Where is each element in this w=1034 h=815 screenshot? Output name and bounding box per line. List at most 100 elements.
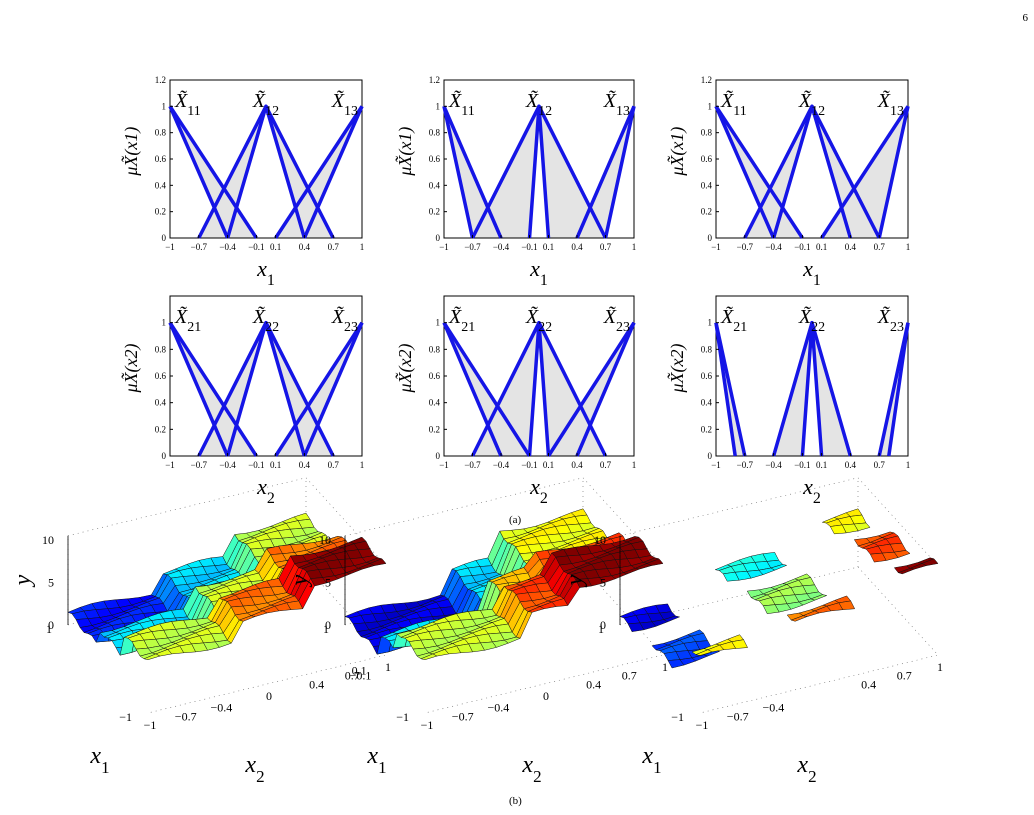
x-tick-label: −0.4: [765, 460, 782, 470]
z-axis-label: y: [562, 574, 588, 587]
x1-tick-label: −1: [396, 710, 409, 724]
set-label: X̃22: [798, 305, 825, 335]
lower-mf-line: [225, 104, 307, 239]
x2-tick-label: 1: [385, 660, 391, 674]
z-tick-label: 5: [600, 576, 606, 590]
z-axis-label: y: [10, 574, 36, 587]
upper-mf-line: [820, 105, 910, 239]
y-tick-label: 0.4: [155, 398, 167, 408]
surface-patch: [762, 604, 780, 614]
x-tick-label: 1: [906, 242, 911, 252]
x2-tick-label: −0.4: [488, 701, 510, 715]
x2-tick-label: −0.4: [211, 701, 233, 715]
x-tick-label: −0.7: [464, 242, 481, 252]
y-tick-label: 0.8: [155, 344, 167, 354]
x-tick-label: −0.7: [464, 460, 481, 470]
y-tick-label: 0.8: [429, 344, 441, 354]
mf-panel-2: −1 −0.7 −0.4 −0.1 0.1 0.4 0.7 1 0 0.2 0.4 0.6 0.8 1 1.…: [395, 75, 636, 289]
x1-tick-label: −1: [119, 710, 132, 724]
lower-mf-line: [527, 320, 551, 457]
set-label: X̃22: [525, 305, 552, 335]
x2-tick-label: 0.7: [345, 669, 360, 683]
mf-panel-1: −1 −0.7 −0.4 −0.1 0.1 0.4 0.7 1 0 0.2 0.4 0.6 0.8 1 1.…: [121, 75, 364, 289]
z-axis-label: y: [287, 574, 313, 587]
lower-mf-line: [575, 322, 636, 457]
y-tick-label: 0.8: [429, 128, 441, 138]
mf-panel-5: −1 −0.7 −0.4 −0.1 0.1 0.4 0.7 1 0 0.2 0.4 0.6 0.8 1 X̃…: [395, 295, 637, 507]
y-tick-label: 0: [708, 233, 713, 243]
surface-patch: [869, 552, 887, 563]
x1-tick-label: 1: [323, 622, 329, 636]
x-tick-label: 0.7: [328, 460, 340, 470]
x2-tick-label: −1: [144, 718, 157, 732]
x1-tick-label: −0.1: [350, 669, 372, 683]
lower-mf-line: [800, 320, 824, 457]
lower-mf-line: [714, 322, 737, 457]
x-tick-label: 0.4: [845, 242, 857, 252]
set-label: X̃13: [877, 89, 904, 119]
y-axis-label: μX̃(x1): [395, 127, 416, 177]
y-tick-label: 0.6: [429, 154, 441, 164]
y-tick-label: 0.8: [155, 128, 167, 138]
set-label: X̃23: [603, 305, 630, 335]
lower-mf-line: [225, 320, 307, 457]
mf-panel-3: −1 −0.7 −0.4 −0.1 0.1 0.4 0.7 1 0 0.2 0.4 0.6 0.8 1 1.…: [667, 75, 910, 289]
x1-tick-label: 1: [46, 622, 52, 636]
set-label: X̃12: [798, 89, 825, 119]
x2-tick-label: 0.4: [861, 677, 876, 691]
y-tick-label: 0.6: [701, 371, 713, 381]
lower-mf-line: [887, 322, 910, 457]
x-tick-label: 0.1: [543, 460, 554, 470]
x-axis-label: x1: [802, 256, 821, 289]
x-tick-label: 0.1: [543, 242, 554, 252]
y-tick-label: 0.2: [429, 207, 440, 217]
set-label: X̃12: [252, 89, 279, 119]
y-axis-label: μX̃(x2): [395, 343, 416, 393]
y-axis-label: μX̃(x1): [667, 127, 688, 177]
x-axis-label: x1: [256, 256, 275, 289]
y-tick-label: 0.4: [429, 180, 441, 190]
x2-tick-label: −0.7: [175, 709, 197, 723]
x1-tick-label: −1: [671, 710, 684, 724]
x2-tick-label: 0: [543, 689, 549, 703]
x-tick-label: −0.7: [737, 242, 754, 252]
set-label: X̃13: [603, 89, 630, 119]
set-label: X̃11: [448, 89, 475, 119]
mf-panel-6: −1 −0.7 −0.4 −0.1 0.1 0.4 0.7 1 0 0.2 0.4 0.6 0.8 1 X̃…: [667, 295, 910, 507]
x-tick-label: −0.1: [794, 242, 810, 252]
x2-tick-label: 1: [937, 660, 943, 674]
y-tick-label: 0.6: [429, 371, 441, 381]
surface-patch: [667, 659, 685, 669]
surface-patch: [722, 571, 740, 582]
y-tick-label: 1: [708, 318, 713, 328]
y-tick-label: 0.6: [701, 154, 713, 164]
y-tick-label: 0.2: [701, 207, 712, 217]
x-tick-label: −0.1: [794, 460, 810, 470]
x-tick-label: 0.7: [874, 460, 886, 470]
x-tick-label: −1: [711, 460, 721, 470]
x-tick-label: 0.4: [299, 242, 311, 252]
x2-tick-label: 0.4: [309, 677, 324, 691]
z-tick-label: 5: [325, 576, 331, 590]
y-tick-label: 0.4: [701, 180, 713, 190]
mf-panel-4: −1 −0.7 −0.4 −0.1 0.1 0.4 0.7 1 0 0.2 0.4 0.6 0.8 1 X̃…: [121, 295, 364, 507]
x1-axis-label: x1: [641, 743, 661, 777]
y-tick-label: 1: [162, 101, 167, 111]
set-label: X̃21: [174, 305, 201, 335]
x1-axis-label: x1: [89, 743, 109, 777]
lower-mf-line: [714, 105, 776, 239]
y-tick-label: 0.6: [155, 154, 167, 164]
set-label: X̃23: [331, 305, 358, 335]
surface-patch: [829, 524, 847, 535]
surface-patch: [420, 653, 438, 660]
y-tick-label: 1: [436, 318, 441, 328]
x2-tick-label: −0.7: [452, 709, 474, 723]
x-tick-label: 0.4: [571, 242, 583, 252]
z-tick-label: 10: [594, 533, 606, 547]
x-tick-label: 0.4: [571, 460, 583, 470]
x-tick-label: 1: [632, 460, 637, 470]
x-tick-label: 0.1: [270, 460, 281, 470]
x2-tick-label: 0.4: [586, 677, 601, 691]
